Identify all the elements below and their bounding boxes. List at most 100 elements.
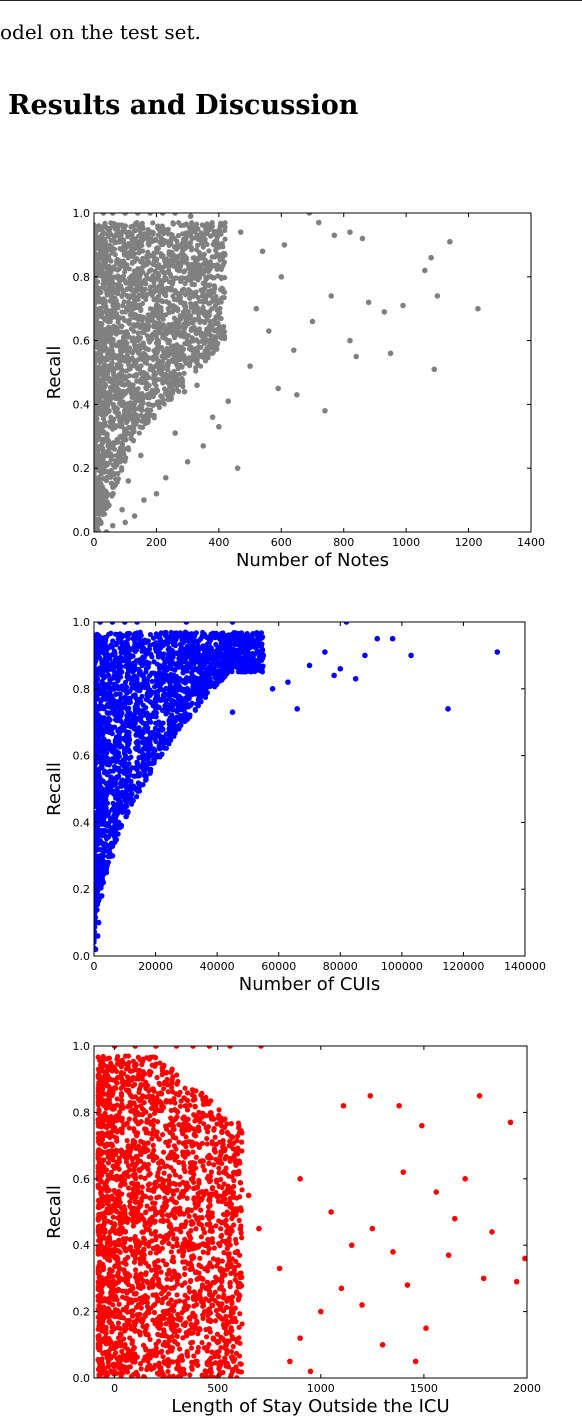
scatter-point bbox=[121, 237, 127, 244]
scatter-point bbox=[124, 630, 130, 637]
scatter-point bbox=[125, 303, 131, 309]
scatter-point bbox=[156, 404, 163, 411]
scatter-point bbox=[134, 277, 140, 283]
scatter-point bbox=[140, 414, 146, 421]
scatter-point bbox=[347, 337, 353, 344]
scatter-point bbox=[222, 236, 228, 242]
scatter-point bbox=[209, 414, 216, 420]
scatter-point bbox=[98, 784, 104, 791]
scatter-point bbox=[154, 270, 160, 276]
scatter-point bbox=[126, 373, 133, 379]
x-tick-label: 1200 bbox=[455, 536, 483, 549]
x-tick-label: 0 bbox=[91, 536, 98, 549]
x-tick-label: 1400 bbox=[517, 536, 545, 549]
scatter-point bbox=[139, 318, 145, 324]
scatter-point bbox=[176, 697, 182, 703]
scatter-point bbox=[182, 638, 188, 644]
scatter-point bbox=[101, 231, 107, 237]
scatter-point bbox=[104, 702, 111, 709]
scatter-point bbox=[211, 317, 218, 323]
scatter-point bbox=[183, 689, 189, 695]
scatter-point bbox=[113, 741, 120, 747]
scatter-point bbox=[128, 424, 134, 430]
scatter-point bbox=[156, 704, 162, 710]
scatter-point bbox=[237, 229, 244, 235]
scatter-point bbox=[119, 309, 125, 315]
scatter-point bbox=[207, 644, 213, 650]
scatter-point bbox=[212, 635, 218, 641]
scatter-point bbox=[134, 213, 141, 216]
scatter-point bbox=[103, 529, 110, 532]
scatter-point bbox=[135, 337, 141, 344]
scatter-point bbox=[103, 249, 109, 255]
scatter-point bbox=[98, 429, 105, 435]
scatter-point bbox=[152, 322, 158, 328]
scatter-point bbox=[132, 648, 138, 654]
scatter-point bbox=[137, 668, 143, 674]
scatter-point bbox=[220, 262, 226, 268]
scatter-point bbox=[434, 293, 441, 299]
scatter-point bbox=[149, 678, 155, 685]
scatter-point bbox=[116, 410, 122, 416]
scatter-point bbox=[253, 305, 260, 312]
scatter-point bbox=[183, 221, 189, 227]
scatter-point bbox=[125, 810, 131, 816]
scatter-point bbox=[132, 245, 138, 252]
scatter-point bbox=[178, 687, 185, 693]
scatter-point bbox=[164, 379, 170, 385]
scatter-point bbox=[218, 315, 224, 322]
scatter-point bbox=[121, 704, 127, 710]
scatter-point bbox=[105, 390, 111, 396]
scatter-point bbox=[124, 345, 130, 351]
scatter-point bbox=[105, 226, 111, 233]
scatter-point bbox=[133, 371, 139, 378]
scatter-point bbox=[122, 213, 129, 216]
scatter-point bbox=[192, 346, 198, 352]
scatter-point bbox=[110, 401, 116, 408]
scatter-point bbox=[97, 271, 103, 278]
scatter-point bbox=[216, 323, 222, 329]
scatter-point bbox=[129, 260, 135, 266]
scatter-point bbox=[125, 387, 132, 393]
scatter-point bbox=[142, 739, 148, 745]
scatter-point bbox=[129, 280, 136, 287]
scatter-point bbox=[210, 275, 216, 281]
scatter-point bbox=[124, 359, 130, 365]
scatter-point bbox=[139, 424, 146, 431]
scatter-point bbox=[198, 230, 204, 236]
scatter-point bbox=[144, 326, 150, 332]
scatter-point bbox=[98, 725, 104, 731]
scatter-point bbox=[114, 683, 120, 689]
scatter-point bbox=[172, 288, 178, 294]
scatter-point bbox=[94, 416, 100, 422]
scatter-point bbox=[191, 293, 197, 299]
scatter-point bbox=[102, 220, 108, 226]
scatter-point bbox=[94, 307, 98, 313]
scatter-point bbox=[110, 701, 116, 707]
scatter-point bbox=[157, 225, 163, 232]
scatter-point bbox=[94, 783, 98, 789]
scatter-point bbox=[111, 246, 118, 252]
scatter-point bbox=[99, 321, 105, 327]
scatter-point bbox=[104, 848, 110, 854]
scatter-point bbox=[254, 637, 260, 643]
scatter-point bbox=[102, 357, 108, 363]
scatter-point bbox=[94, 924, 98, 930]
scatter-point bbox=[171, 307, 177, 313]
scatter-point bbox=[347, 229, 353, 235]
scatter-point bbox=[331, 232, 338, 239]
scatter-point bbox=[187, 295, 193, 301]
scatter-point bbox=[100, 778, 107, 784]
scatter-point bbox=[163, 293, 169, 299]
scatter-point bbox=[158, 278, 164, 284]
scatter-point bbox=[200, 354, 206, 360]
scatter-point bbox=[123, 747, 129, 753]
scatter-point bbox=[118, 466, 125, 472]
scatter-point bbox=[447, 238, 453, 245]
scatter-point bbox=[137, 292, 143, 298]
scatter-point bbox=[175, 253, 181, 259]
scatter-point bbox=[130, 419, 137, 426]
scatter-point bbox=[149, 311, 155, 317]
x-tick-label: 200 bbox=[146, 536, 167, 549]
scatter-point bbox=[182, 300, 188, 307]
